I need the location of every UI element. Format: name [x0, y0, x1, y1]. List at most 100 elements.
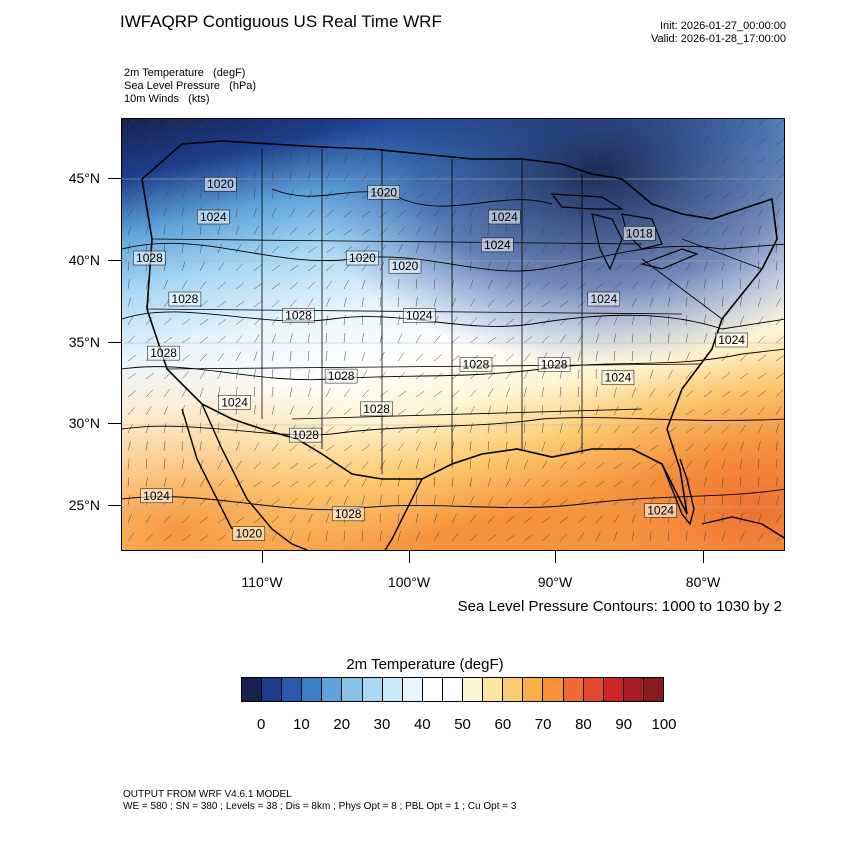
wind-barb [361, 389, 370, 398]
wind-barb [505, 261, 510, 272]
wind-barb [667, 427, 677, 434]
wind-barb [199, 405, 202, 416]
wind-barb [127, 390, 136, 398]
wind-barb [595, 171, 598, 182]
wind-barb [469, 317, 478, 326]
map-panel: 1020 1020 1024 1024 1024 1018 1028 1020 1020 1028… [121, 118, 785, 551]
wind-barb [577, 189, 580, 200]
lon-label: 90°W [537, 574, 573, 590]
wind-barb [721, 477, 724, 488]
wind-barb [649, 407, 658, 416]
wind-barb [685, 460, 693, 470]
isobar-label: 1028 [133, 250, 166, 266]
colorbar-cell [463, 678, 484, 701]
wind-barb [631, 171, 636, 182]
wind-barb [739, 513, 743, 524]
wind-barb [685, 370, 693, 380]
wind-barb [217, 516, 227, 524]
wind-barb [541, 136, 549, 146]
isobar-label-text: 1028 [285, 308, 312, 322]
colorbar-cell [442, 678, 464, 701]
wind-barb [415, 243, 420, 254]
wind-barb [667, 172, 675, 182]
wind-barb [577, 516, 586, 524]
wind-barb [577, 462, 586, 470]
wind-barb [613, 531, 618, 542]
lat-label: 30°N [68, 415, 100, 431]
wind-barb [253, 516, 262, 524]
colorbar-label: 60 [494, 716, 512, 733]
wind-barb [253, 119, 261, 128]
isobar-label-text: 1024 [221, 395, 248, 409]
wind-barb [289, 282, 298, 290]
isobar-label-box [360, 401, 393, 417]
wind-barb [541, 335, 550, 344]
wind-barb [235, 441, 240, 452]
wind-barb [559, 533, 568, 542]
wind-barb [379, 512, 382, 524]
wind-barb [127, 423, 133, 434]
wind-barb [739, 424, 747, 434]
wind-barb [523, 369, 529, 380]
wind-barb [757, 119, 765, 128]
wind-barb [559, 119, 567, 128]
wind-barb [217, 262, 224, 272]
isobar-label-box [488, 209, 521, 225]
wind-barb [397, 390, 407, 398]
wind-barb [271, 443, 279, 452]
wind-barb [667, 192, 676, 200]
wind-barb [397, 531, 401, 542]
wind-barb [739, 297, 743, 308]
wind-barb [379, 531, 382, 542]
wind-barb [613, 189, 618, 200]
colorbar-label: 90 [615, 716, 633, 733]
isobar-label-box [324, 368, 358, 384]
colorbar-cell [523, 678, 544, 701]
isobar-label-box [367, 185, 400, 200]
wind-barb [559, 225, 564, 236]
wind-barb [505, 387, 511, 398]
wind-barb [469, 372, 478, 380]
wind-barb [415, 278, 418, 290]
wind-barb [433, 513, 438, 524]
wind-barb [505, 516, 514, 524]
wind-barb [613, 333, 617, 344]
wind-barb [433, 225, 439, 236]
colorbar-cell [603, 678, 624, 701]
wind-barb [127, 191, 136, 200]
wind-barb [631, 333, 634, 344]
wind-barb [739, 408, 748, 416]
wind-barb [235, 153, 240, 164]
wind-barb [469, 389, 477, 398]
wind-barb [577, 423, 583, 434]
wind-barb [631, 134, 634, 146]
wind-barb [703, 155, 711, 164]
colorbar-label: 100 [651, 716, 677, 733]
isobar-label-box [204, 176, 237, 192]
wind-barb [595, 424, 602, 434]
wind-barb [505, 477, 511, 488]
wind-barb [613, 152, 616, 164]
wind-barb [631, 297, 637, 308]
wind-barb [127, 513, 132, 524]
wind-barb [253, 189, 256, 200]
wind-barb [163, 405, 169, 416]
wind-barb [199, 353, 208, 362]
wind-barb [289, 462, 299, 470]
wind-barb [199, 370, 206, 380]
wind-barb [289, 265, 299, 272]
wind-barb [505, 300, 514, 308]
wind-barb [595, 387, 598, 398]
wind-barb [361, 333, 364, 344]
wind-barb [127, 297, 132, 308]
wind-barb [505, 318, 515, 326]
colorbar-cell [543, 678, 564, 701]
wind-barb [595, 368, 598, 380]
wind-barb [613, 282, 622, 290]
wind-barb [577, 170, 580, 182]
wind-barb [145, 279, 149, 290]
wind-barb [631, 350, 634, 362]
colorbar-label: 20 [333, 716, 351, 733]
wind-barb [361, 173, 369, 182]
wind-barb [325, 153, 329, 164]
